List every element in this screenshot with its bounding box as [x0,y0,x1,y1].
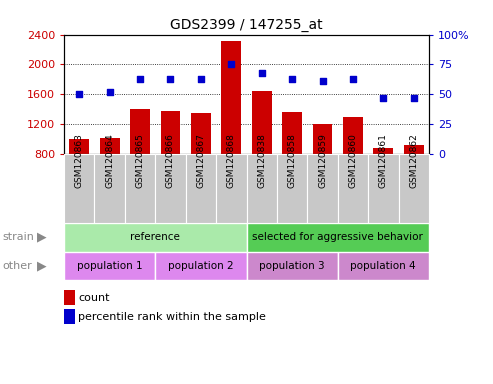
Text: GSM120867: GSM120867 [196,133,206,188]
Text: GSM120858: GSM120858 [287,133,297,188]
Bar [338,252,429,280]
Bar [95,154,125,223]
Text: GSM120866: GSM120866 [166,133,175,188]
Bar [155,154,186,223]
Bar [404,146,423,213]
Point [288,76,296,82]
Bar [246,223,429,252]
Text: population 2: population 2 [168,261,234,271]
Bar [155,252,246,280]
Text: GSM120860: GSM120860 [349,133,357,188]
Bar [277,154,307,223]
Point [106,89,113,95]
Bar [368,154,398,223]
Point [410,94,418,101]
Title: GDS2399 / 147255_at: GDS2399 / 147255_at [170,18,323,32]
Text: strain: strain [2,232,35,242]
Bar [307,154,338,223]
Text: GSM120864: GSM120864 [105,133,114,188]
Point [197,76,205,82]
Text: count: count [78,293,109,303]
Bar [64,252,155,280]
Bar [343,117,363,213]
Bar [161,111,180,213]
Text: GSM120861: GSM120861 [379,133,388,188]
Bar [130,109,150,213]
Text: other: other [2,261,32,271]
Point [349,76,357,82]
Point [227,61,235,68]
Bar [100,138,120,213]
Bar [64,223,246,252]
Point [318,78,326,84]
Bar [282,112,302,213]
Bar [338,154,368,223]
Text: GSM120865: GSM120865 [136,133,144,188]
Point [380,94,387,101]
Text: ▶: ▶ [37,260,47,272]
Text: selected for aggressive behavior: selected for aggressive behavior [252,232,423,242]
Bar [246,154,277,223]
Text: percentile rank within the sample: percentile rank within the sample [78,312,266,322]
Text: reference: reference [130,232,180,242]
Point [258,70,266,76]
Text: population 3: population 3 [259,261,325,271]
Text: population 4: population 4 [351,261,416,271]
Point [167,76,175,82]
Bar [221,41,241,213]
Bar [246,252,338,280]
Bar [191,113,211,213]
Point [136,76,144,82]
Bar [252,91,272,213]
Bar [398,154,429,223]
Text: ▶: ▶ [37,231,47,243]
Bar [373,148,393,213]
Text: GSM120838: GSM120838 [257,133,266,188]
Bar [186,154,216,223]
Text: GSM120862: GSM120862 [409,133,418,188]
Bar [313,124,332,213]
Bar [125,154,155,223]
Bar [64,154,95,223]
Text: GSM120859: GSM120859 [318,133,327,188]
Text: GSM120863: GSM120863 [75,133,84,188]
Text: population 1: population 1 [77,261,142,271]
Text: GSM120868: GSM120868 [227,133,236,188]
Bar [70,139,89,213]
Point [75,91,83,97]
Bar [216,154,246,223]
